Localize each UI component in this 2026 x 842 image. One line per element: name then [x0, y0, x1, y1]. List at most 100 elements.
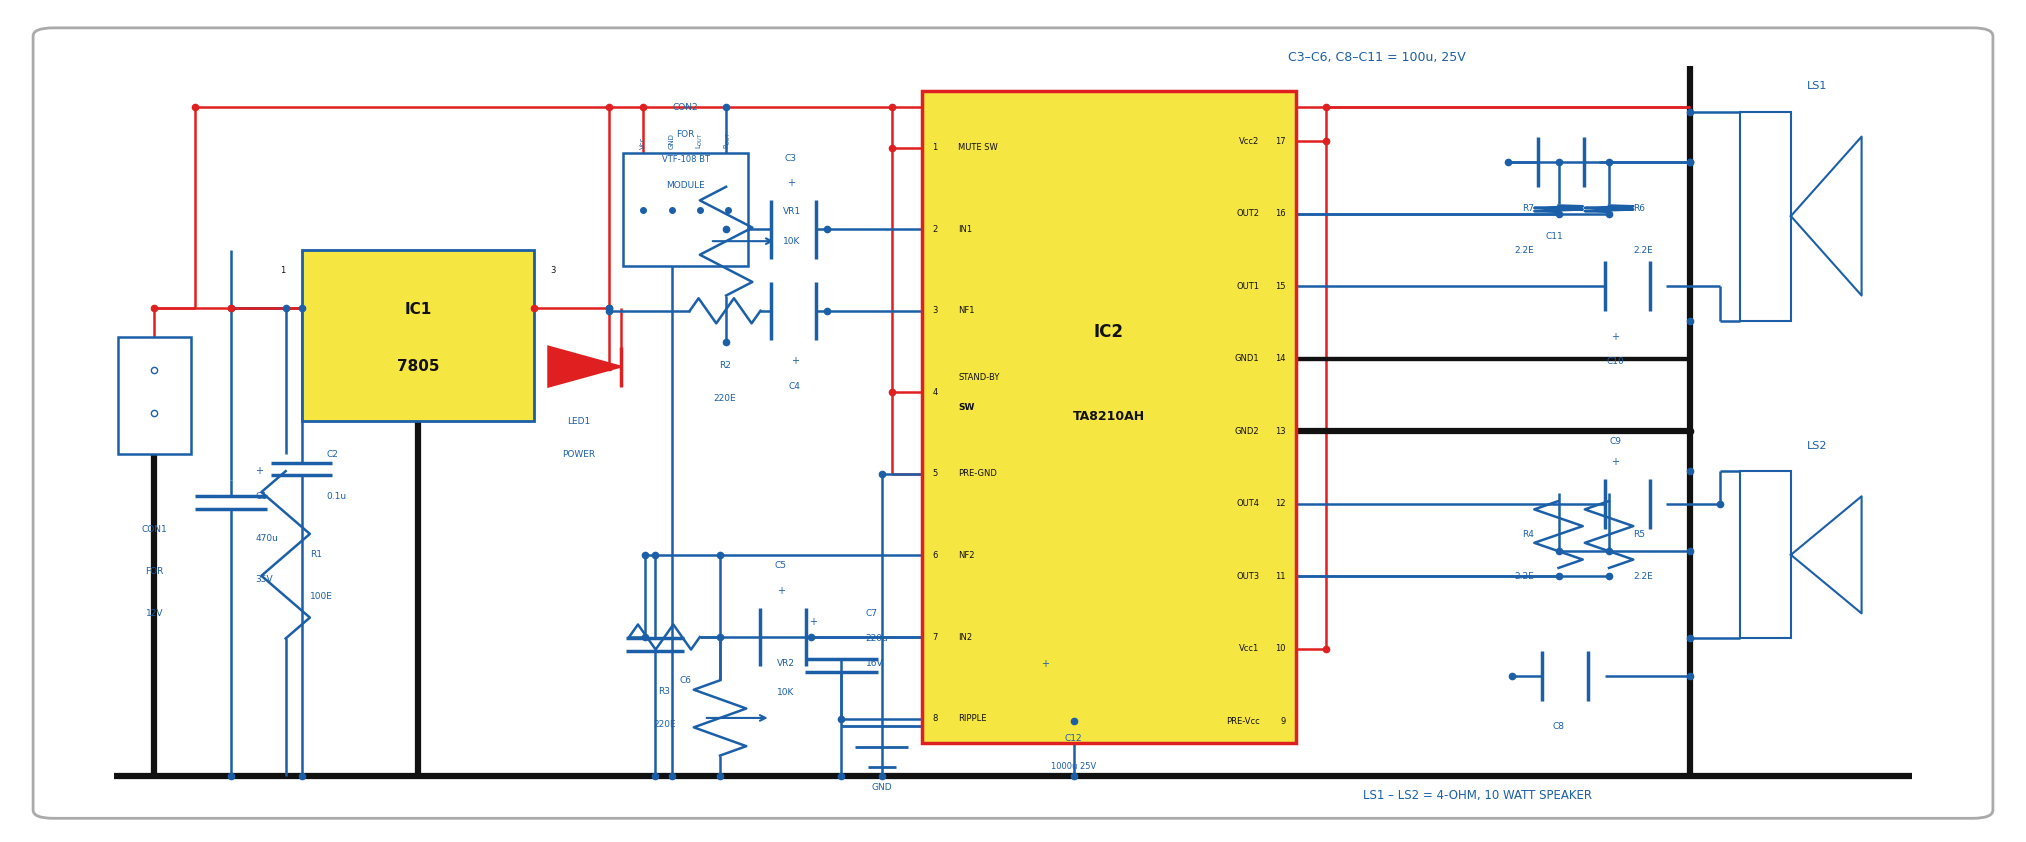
Text: 9: 9 — [1280, 717, 1287, 726]
Text: 2.2E: 2.2E — [1515, 572, 1534, 581]
Text: 2.2E: 2.2E — [1633, 572, 1653, 581]
Text: MUTE SW: MUTE SW — [958, 143, 999, 152]
Text: LED1: LED1 — [567, 417, 590, 425]
Bar — [118, 338, 190, 455]
Text: 4: 4 — [932, 388, 938, 397]
Text: C5: C5 — [774, 562, 786, 570]
Text: CON2: CON2 — [673, 103, 699, 112]
Text: OUT3: OUT3 — [1236, 572, 1260, 581]
Text: LS2: LS2 — [1807, 441, 1827, 451]
Text: Vcc1: Vcc1 — [1240, 644, 1260, 653]
Text: C7: C7 — [865, 609, 877, 618]
Text: 5: 5 — [932, 469, 938, 478]
Text: C11: C11 — [1546, 232, 1564, 242]
Text: VTF-108 BT: VTF-108 BT — [663, 155, 709, 163]
Text: IN1: IN1 — [958, 225, 972, 234]
Text: FOR: FOR — [677, 130, 695, 139]
Text: 11: 11 — [1274, 572, 1287, 581]
Text: C4: C4 — [788, 381, 800, 391]
Text: 220E: 220E — [713, 394, 735, 403]
Text: +: + — [1611, 457, 1619, 467]
Text: +: + — [1611, 332, 1619, 342]
Text: SW: SW — [958, 403, 975, 412]
Text: +: + — [776, 586, 784, 596]
Bar — [1740, 111, 1791, 321]
Text: VR2: VR2 — [776, 659, 794, 668]
Text: 100E: 100E — [310, 592, 332, 601]
Text: 10K: 10K — [782, 237, 800, 246]
Text: TA8210AH: TA8210AH — [1074, 410, 1145, 424]
Text: POWER: POWER — [561, 450, 596, 459]
Text: 15: 15 — [1274, 282, 1287, 290]
Text: PRE-GND: PRE-GND — [958, 469, 997, 478]
Text: 2.2E: 2.2E — [1633, 246, 1653, 255]
Text: C1: C1 — [255, 492, 267, 501]
Text: C10: C10 — [1607, 357, 1625, 366]
Text: LS1: LS1 — [1807, 82, 1827, 92]
Text: 8: 8 — [932, 714, 938, 723]
Text: CON1: CON1 — [142, 525, 168, 534]
Text: GND2: GND2 — [1236, 427, 1260, 436]
Text: 14: 14 — [1274, 354, 1287, 364]
Text: VR1: VR1 — [782, 207, 800, 216]
Text: +: + — [786, 179, 794, 189]
Text: L$_{OUT}$: L$_{OUT}$ — [695, 132, 705, 149]
Text: GND: GND — [669, 133, 675, 149]
Text: GND1: GND1 — [1236, 354, 1260, 364]
Text: OUT1: OUT1 — [1236, 282, 1260, 290]
Text: C6: C6 — [679, 676, 691, 685]
Text: +: + — [808, 616, 816, 626]
Text: 7805: 7805 — [397, 359, 440, 374]
Text: R2: R2 — [719, 360, 731, 370]
Text: IC1: IC1 — [405, 302, 432, 317]
Text: 1: 1 — [280, 266, 286, 275]
Text: Vcc2: Vcc2 — [1240, 137, 1260, 146]
Text: IC2: IC2 — [1094, 323, 1124, 341]
Text: 0.1u: 0.1u — [326, 492, 346, 501]
Text: 12: 12 — [1274, 499, 1287, 509]
Text: R7: R7 — [1522, 204, 1534, 213]
Text: R4: R4 — [1522, 530, 1534, 539]
Text: 1: 1 — [932, 143, 938, 152]
Bar — [624, 153, 748, 266]
Text: C12: C12 — [1066, 734, 1082, 743]
Text: LS1 – LS2 = 4-OHM, 10 WATT SPEAKER: LS1 – LS2 = 4-OHM, 10 WATT SPEAKER — [1363, 789, 1592, 802]
Text: C3: C3 — [784, 153, 796, 163]
Text: FOR: FOR — [146, 567, 164, 576]
Text: NF1: NF1 — [958, 306, 975, 315]
Text: 17: 17 — [1274, 137, 1287, 146]
Text: +: + — [1550, 207, 1558, 217]
Text: R1: R1 — [310, 551, 322, 559]
Text: MODULE: MODULE — [667, 181, 705, 189]
Text: NF2: NF2 — [958, 551, 975, 560]
FancyBboxPatch shape — [922, 91, 1297, 743]
Text: OUT4: OUT4 — [1236, 499, 1260, 509]
Text: GND: GND — [871, 783, 891, 791]
Text: 3: 3 — [551, 266, 555, 275]
Text: Vcc: Vcc — [640, 136, 646, 149]
Text: C8: C8 — [1552, 722, 1564, 731]
Text: R6: R6 — [1633, 204, 1645, 213]
Text: 220u: 220u — [865, 634, 887, 643]
Text: +: + — [790, 356, 798, 366]
Text: R5: R5 — [1633, 530, 1645, 539]
Text: OUT2: OUT2 — [1236, 210, 1260, 218]
Text: PRE-Vcc: PRE-Vcc — [1226, 717, 1260, 726]
Text: 2: 2 — [415, 434, 421, 442]
Text: R$_{OUT}$: R$_{OUT}$ — [723, 131, 733, 149]
Text: C2: C2 — [326, 450, 338, 459]
Text: 7: 7 — [932, 632, 938, 642]
Text: C3–C6, C8–C11 = 100u, 25V: C3–C6, C8–C11 = 100u, 25V — [1289, 51, 1465, 64]
Text: 1000u 25V: 1000u 25V — [1051, 762, 1096, 771]
Text: R3: R3 — [658, 687, 671, 695]
Text: 470u: 470u — [255, 534, 278, 542]
Text: 2: 2 — [932, 225, 938, 234]
Text: 12V: 12V — [146, 609, 162, 618]
Text: +: + — [255, 466, 263, 477]
Text: 13: 13 — [1274, 427, 1287, 436]
FancyBboxPatch shape — [302, 249, 535, 421]
Text: 2.2E: 2.2E — [1515, 246, 1534, 255]
Text: 220E: 220E — [652, 721, 677, 729]
Text: 16: 16 — [1274, 210, 1287, 218]
Text: 10K: 10K — [776, 689, 794, 697]
